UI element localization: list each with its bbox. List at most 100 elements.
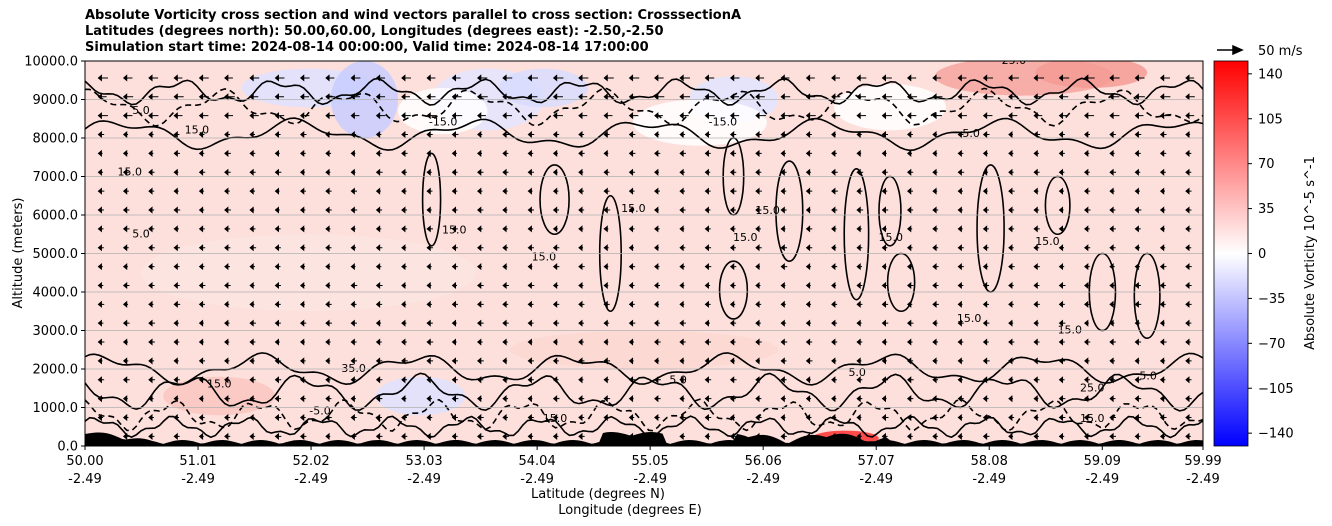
- wind-vector: [1134, 357, 1140, 365]
- wind-vector: [755, 168, 762, 176]
- wind-vector: [1033, 300, 1040, 308]
- wind-vector: [552, 206, 560, 214]
- wind-vector: [401, 244, 407, 252]
- wind-vector: [1185, 413, 1192, 422]
- wind-vector: [881, 93, 893, 101]
- wind-vector: [1185, 206, 1192, 214]
- x-tick-lat-label: 54.04: [519, 454, 556, 469]
- x-tick-lon-label: -2.49: [633, 472, 667, 487]
- wind-vector: [932, 338, 939, 346]
- wind-vector: [755, 244, 762, 252]
- wind-vector: [1058, 168, 1065, 176]
- wind-vector: [527, 376, 534, 384]
- wind-vector: [502, 263, 508, 271]
- wind-vector: [805, 263, 812, 271]
- wind-vector: [831, 413, 837, 422]
- wind-vector: [1058, 300, 1065, 308]
- wind-vector: [831, 357, 837, 365]
- contour-label: -5.0: [309, 404, 330, 417]
- wind-vector: [881, 225, 887, 233]
- wind-vector: [527, 225, 534, 233]
- wind-vector: [249, 413, 255, 422]
- wind-vector: [299, 338, 305, 346]
- wind-vector: [477, 357, 484, 365]
- wind-vector: [1058, 281, 1066, 290]
- contour-label: 5.0: [1139, 370, 1157, 383]
- wind-vector: [780, 319, 787, 327]
- wind-vector: [325, 93, 335, 101]
- wind-vector: [274, 149, 280, 157]
- wind-vector: [603, 413, 609, 422]
- wind-vector: [856, 206, 864, 214]
- wind-vector: [97, 130, 105, 139]
- wind-vector: [325, 112, 335, 120]
- wind-vector: [426, 338, 434, 346]
- wind-vector: [755, 300, 762, 308]
- wind-vector: [1185, 319, 1192, 327]
- wind-vector: [451, 74, 461, 82]
- wind-vector: [654, 206, 659, 214]
- wind-vector: [426, 225, 433, 233]
- wind-vector: [249, 338, 256, 346]
- wind-vector: [97, 338, 105, 346]
- wind-vector: [628, 338, 635, 346]
- wind-vector: [1134, 74, 1145, 82]
- wind-vector: [856, 93, 867, 101]
- wind-vector: [477, 281, 484, 290]
- wind-vector: [628, 93, 639, 101]
- wind-vector: [628, 225, 635, 233]
- wind-vector: [224, 244, 231, 252]
- wind-vector: [451, 93, 462, 101]
- wind-vector: [679, 74, 690, 82]
- y-tick-label: 4000.0: [33, 286, 79, 301]
- wind-vector: [780, 263, 788, 271]
- wind-vector: [527, 112, 538, 120]
- wind-vector: [1084, 74, 1095, 82]
- contour-label: 5.0: [848, 366, 866, 379]
- wind-vector: [1159, 357, 1166, 365]
- axes: 0.0 1000.0 2000.0 3000.0 4000.0 5000.0 6000.0 7…: [11, 44, 1303, 518]
- wind-vector: [805, 376, 811, 384]
- wind-vector: [755, 74, 765, 82]
- wind-vector: [1134, 319, 1141, 327]
- wind-vector: [502, 112, 512, 120]
- wind-vector: [249, 357, 255, 365]
- wind-vector: [451, 281, 458, 290]
- wind-vector: [881, 300, 889, 308]
- wind-vector: [957, 244, 964, 252]
- wind-vector: [552, 319, 560, 327]
- wind-vector: [906, 206, 914, 214]
- x-tick-lon-label: -2.49: [407, 472, 441, 487]
- wind-vector: [148, 74, 159, 82]
- wind-vector: [628, 300, 635, 308]
- wind-vector: [654, 187, 660, 195]
- wind-vector: [831, 281, 837, 290]
- x-tick-lon-label: -2.49: [1085, 472, 1119, 487]
- wind-vector: [729, 187, 737, 195]
- colorbar-tick-label: 140: [1258, 67, 1283, 82]
- wind-vector: [1109, 168, 1117, 176]
- wind-vector: [957, 187, 963, 195]
- wind-vector: [1084, 395, 1090, 403]
- wind-vector: [451, 357, 458, 365]
- wind-vector: [704, 244, 712, 252]
- wind-vector: [906, 93, 918, 101]
- wind-vector: [198, 206, 205, 214]
- quiver-key-arrow: [1217, 44, 1244, 56]
- wind-vector: [552, 130, 560, 139]
- wind-vector: [97, 281, 104, 290]
- wind-vector: [1033, 263, 1040, 271]
- wind-vector: [628, 395, 634, 403]
- wind-vector: [1134, 432, 1141, 440]
- wind-vector: [1159, 225, 1165, 233]
- wind-vector: [198, 168, 206, 176]
- wind-vector: [299, 149, 306, 157]
- wind-vector: [1185, 130, 1191, 139]
- wind-vector: [729, 244, 736, 252]
- wind-vector: [477, 149, 482, 157]
- wind-vector: [1033, 206, 1040, 214]
- wind-vector: [1159, 112, 1171, 120]
- wind-vector: [527, 206, 535, 214]
- wind-vector: [982, 149, 988, 157]
- wind-vector: [249, 93, 259, 101]
